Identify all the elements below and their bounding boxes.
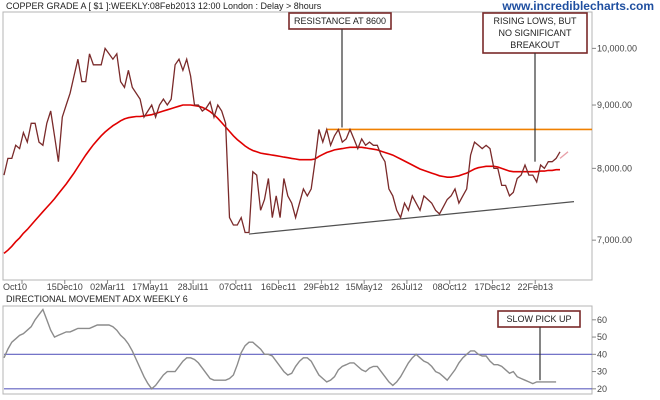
x-tick-label: 17Dec12: [474, 282, 510, 292]
adx-line: [3, 308, 557, 390]
main-series: [3, 46, 569, 255]
x-tick-label: 02Mar11: [90, 282, 125, 292]
x-tick-label: 07Oct11: [219, 282, 252, 292]
rising-lows-annotation-box: [482, 12, 588, 54]
latest-price-segment: [559, 151, 569, 159]
rising-lows-trendline: [248, 201, 575, 235]
moving-average-line: [3, 104, 560, 255]
x-tick-label: 17May11: [132, 282, 168, 292]
adx-panel-title: DIRECTIONAL MOVEMENT ADX WEEKLY 6: [6, 294, 188, 304]
adx-series: [3, 308, 557, 390]
x-tick-label: 29Feb12: [304, 282, 340, 292]
adx-y-tick-label: 30: [597, 367, 607, 377]
x-tick-label: 26Jul12: [391, 282, 423, 292]
price-y-axis: 7,000.00 8,000.00 9,000.00 10,000.00: [592, 43, 637, 245]
price-panel: [2, 11, 593, 281]
price-line: [3, 46, 561, 234]
price-y-tick-label: 10,000.00: [597, 43, 637, 53]
resistance-annotation-box: [288, 12, 392, 30]
price-y-tick-label: 9,000.00: [597, 100, 632, 110]
adx-y-axis: 20 30 40 50 60: [592, 315, 607, 394]
adx-y-tick-label: 60: [597, 315, 607, 325]
rising-lows-annotation-text: NO SIGNIFICANT: [498, 28, 572, 38]
x-tick-label: 15Dec10: [47, 282, 83, 292]
adx-y-tick-label: 20: [597, 384, 607, 394]
rising-lows-annotation-text: BREAKOUT: [510, 40, 560, 50]
x-tick-label: Oct10: [3, 282, 27, 292]
watermark: www.incrediblecharts.com: [501, 0, 654, 13]
resistance-annotation-text: RESISTANCE AT 8600: [294, 16, 386, 26]
adx-overlays: [4, 353, 592, 390]
price-y-tick-label: 8,000.00: [597, 163, 632, 173]
adx-y-tick-label: 50: [597, 332, 607, 342]
annotations: RESISTANCE AT 8600 RISING LOWS, BUT NO SIG…: [288, 12, 588, 381]
rising-lows-annotation-text: RISING LOWS, BUT: [493, 16, 577, 26]
x-tick-label: 15May12: [346, 282, 383, 292]
chart-title: COPPER GRADE A [ $1 ]:WEEKLY:08Feb2013 1…: [6, 1, 322, 11]
x-tick-label: 22Feb13: [517, 282, 553, 292]
price-y-tick-label: 7,000.00: [597, 235, 632, 245]
slow-pick-up-annotation-box: [497, 310, 581, 328]
date-x-axis: Oct10 15Dec10 02Mar11 17May11 28Jul11 07Oct11…: [3, 280, 553, 292]
slow-pick-up-annotation-text: SLOW PICK UP: [506, 314, 571, 324]
x-tick-label: 08Oct12: [433, 282, 467, 292]
main-overlays: [248, 128, 592, 235]
adx-y-tick-label: 40: [597, 349, 607, 359]
x-tick-label: 28Jul11: [178, 282, 209, 292]
x-tick-label: 16Dec11: [261, 282, 296, 292]
adx-panel: [2, 305, 593, 395]
